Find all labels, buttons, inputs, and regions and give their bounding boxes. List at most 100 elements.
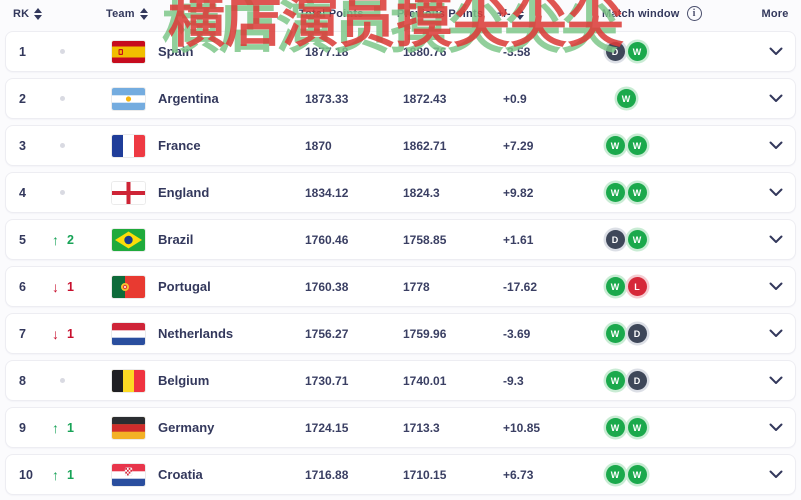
expand-row-button[interactable] (761, 225, 791, 255)
rank-number: 9 (19, 420, 26, 435)
flag-hr-icon (112, 463, 145, 486)
expand-row-button[interactable] (761, 37, 791, 67)
result-badge-d: D (627, 371, 647, 390)
previous-points-value: 1710.15 (403, 467, 447, 482)
header-previous-points[interactable]: Previous Points (397, 7, 484, 20)
rank-number: 6 (19, 279, 26, 294)
expand-row-button[interactable] (761, 413, 791, 443)
rank-up-arrow-icon: ↑ (52, 231, 59, 248)
no-change-dot (60, 378, 65, 383)
result-badge-d: D (605, 230, 625, 249)
flag-be-icon (112, 369, 145, 392)
result-badge-w: W (605, 371, 625, 390)
total-points-value: 1716.88 (305, 467, 349, 482)
previous-points-value: 1880.76 (403, 44, 447, 59)
total-points-value: 1760.38 (305, 279, 349, 294)
sort-icon[interactable] (34, 7, 43, 20)
total-points-value: 1873.33 (305, 91, 349, 106)
expand-row-button[interactable] (761, 319, 791, 349)
rank-change-value: 1 (67, 326, 74, 341)
expand-row-button[interactable] (761, 178, 791, 208)
rank-number: 5 (19, 232, 26, 247)
total-points-value: 1756.27 (305, 326, 349, 341)
no-change-dot (60, 190, 65, 195)
points-delta-value: +1.61 (503, 232, 534, 247)
rank-number: 8 (19, 373, 26, 388)
rank-up-arrow-icon: ↑ (52, 419, 59, 436)
result-badge-w: W (605, 324, 625, 343)
header-team[interactable]: Team (106, 0, 148, 27)
points-delta-value: -3.69 (503, 326, 531, 341)
header-match-window: Match window i (602, 0, 732, 27)
result-badge-w: W (605, 183, 625, 202)
result-badge-l: L (627, 277, 647, 296)
chevron-down-icon (769, 47, 783, 55)
header-total-points[interactable]: Total Points (299, 7, 364, 20)
team-name: Germany (158, 420, 215, 435)
sort-icon[interactable] (139, 7, 148, 20)
previous-points-value: 1824.3 (403, 185, 440, 200)
rank-number: 1 (19, 44, 26, 59)
match-results: W (616, 89, 636, 108)
sort-icon[interactable] (515, 7, 524, 20)
team-name: England (158, 185, 210, 200)
expand-row-button[interactable] (761, 131, 791, 161)
header-rank-label: RK (13, 7, 30, 20)
chevron-down-icon (769, 329, 783, 337)
header-plus-minus[interactable]: +/- (497, 0, 567, 27)
table-row: 7 ↓ 1 Netherlands 1756.27 1759.96 -3.69 W… (5, 313, 796, 354)
chevron-down-icon (769, 235, 783, 243)
expand-row-button[interactable] (761, 366, 791, 396)
table-row: 2 Argentina 1873.33 1872.43 +0.9 W (5, 78, 796, 119)
info-icon[interactable]: i (686, 6, 702, 21)
result-badge-w: W (605, 418, 625, 437)
chevron-down-icon (769, 376, 783, 384)
result-badge-d: D (605, 42, 625, 61)
rank-change: ↑ 1 (52, 408, 108, 447)
header-rank[interactable]: RK (13, 0, 43, 27)
rank-down-arrow-icon: ↓ (52, 325, 59, 342)
team-name: Portugal (158, 279, 211, 294)
points-delta-value: +9.82 (503, 185, 534, 200)
expand-row-button[interactable] (761, 84, 791, 114)
header-more[interactable]: More (761, 7, 789, 20)
result-badge-w: W (605, 136, 625, 155)
total-points-value: 1870 (305, 138, 332, 153)
expand-row-button[interactable] (761, 272, 791, 302)
rank-change (52, 173, 108, 212)
result-badge-w: W (627, 465, 647, 484)
rank-change (52, 361, 108, 400)
rank-change-value: 1 (67, 279, 74, 294)
rank-down-arrow-icon: ↓ (52, 278, 59, 295)
result-badge-w: W (627, 42, 647, 61)
expand-row-button[interactable] (761, 460, 791, 490)
result-badge-d: D (627, 324, 647, 343)
chevron-down-icon (769, 282, 783, 290)
flag-pt-icon (112, 275, 145, 298)
points-delta-value: +6.73 (503, 467, 534, 482)
points-delta-value: +0.9 (503, 91, 527, 106)
previous-points-value: 1862.71 (403, 138, 447, 153)
points-delta-value: +7.29 (503, 138, 534, 153)
rank-change: ↓ 1 (52, 267, 108, 306)
total-points-value: 1877.18 (305, 44, 349, 59)
team-name: Belgium (158, 373, 210, 388)
result-badge-w: W (605, 277, 625, 296)
no-change-dot (60, 143, 65, 148)
previous-points-value: 1759.96 (403, 326, 447, 341)
team-name: Croatia (158, 467, 203, 482)
rank-number: 7 (19, 326, 26, 341)
rank-change-value: 1 (67, 420, 74, 435)
